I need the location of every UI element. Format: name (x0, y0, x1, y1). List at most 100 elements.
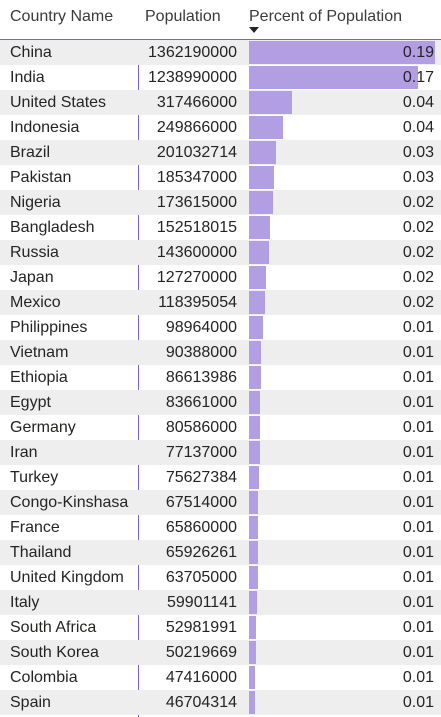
cell-country-name: Colombia (10, 669, 78, 686)
table-row[interactable]: South Korea 50219669 0.01 (0, 640, 441, 665)
percent-data-bar (249, 266, 266, 289)
column-header-percent-of-population[interactable]: Percent of Population (249, 8, 402, 25)
cell-country-name: China (10, 44, 52, 61)
cell-country-name: Egypt (10, 394, 51, 411)
table-row[interactable]: China 1362190000 0.19 (0, 40, 441, 65)
cell-country-name: Nigeria (10, 194, 61, 211)
percent-data-bar (249, 466, 259, 489)
cell-percent-of-population: 0.02 (402, 244, 434, 261)
cell-population: 317466000 (156, 94, 237, 111)
table-row[interactable]: France 65860000 0.01 (0, 515, 441, 540)
table-row[interactable]: Thailand 65926261 0.01 (0, 540, 441, 565)
percent-data-bar (249, 166, 274, 189)
cell-country-name: Pakistan (10, 169, 72, 186)
table-row[interactable]: Colombia 47416000 0.01 (0, 665, 441, 690)
cell-population: 63705000 (165, 569, 237, 586)
cell-percent-of-population: 0.01 (402, 494, 434, 511)
table-row[interactable]: Congo-Kinshasa 67514000 0.01 (0, 490, 441, 515)
cell-country-name: Japan (10, 269, 54, 286)
table-row[interactable]: Japan 127270000 0.02 (0, 265, 441, 290)
percent-data-bar (249, 616, 256, 639)
table-row[interactable]: Bangladesh 152518015 0.02 (0, 215, 441, 240)
cell-country-name: Brazil (10, 144, 51, 161)
sort-descending-icon[interactable] (249, 27, 259, 33)
percent-data-bar (249, 116, 283, 139)
percent-data-bar (249, 366, 261, 389)
cell-percent-of-population: 0.01 (402, 444, 434, 461)
table-row[interactable]: Turkey 75627384 0.01 (0, 465, 441, 490)
cell-population: 1238990000 (148, 69, 237, 86)
cell-percent-of-population: 0.01 (402, 644, 434, 661)
table-row[interactable]: Italy 59901141 0.01 (0, 590, 441, 615)
cell-country-name: South Korea (10, 644, 99, 661)
cell-population: 98964000 (165, 319, 237, 336)
cell-percent-of-population: 0.04 (402, 119, 434, 136)
cell-country-name: Vietnam (10, 344, 69, 361)
column-header-country-name[interactable]: Country Name (10, 8, 114, 25)
cell-percent-of-population: 0.04 (402, 94, 434, 111)
cell-population: 127270000 (156, 269, 237, 286)
cell-percent-of-population: 0.02 (402, 194, 434, 211)
percent-data-bar (249, 441, 260, 464)
percent-data-bar (249, 641, 256, 664)
table-row[interactable]: Ethiopia 86613986 0.01 (0, 365, 441, 390)
table-row[interactable]: Nigeria 173615000 0.02 (0, 190, 441, 215)
cell-population: 75627384 (165, 469, 237, 486)
percent-data-bar (249, 341, 261, 364)
table-row[interactable]: Pakistan 185347000 0.03 (0, 165, 441, 190)
table-row[interactable]: Brazil 201032714 0.03 (0, 140, 441, 165)
cell-population: 47416000 (165, 669, 237, 686)
column-header-population[interactable]: Population (145, 8, 221, 25)
percent-data-bar (249, 41, 435, 64)
cell-country-name: Turkey (10, 469, 59, 486)
cell-population: 46704314 (165, 694, 237, 711)
table-row[interactable]: United States 317466000 0.04 (0, 90, 441, 115)
cell-percent-of-population: 0.01 (402, 419, 434, 436)
percent-data-bar (249, 666, 255, 689)
percent-data-bar (249, 216, 270, 239)
cell-percent-of-population: 0.02 (402, 294, 434, 311)
cell-population: 249866000 (156, 119, 237, 136)
cell-percent-of-population: 0.01 (402, 569, 434, 586)
cell-percent-of-population: 0.17 (402, 69, 434, 86)
percent-data-bar (249, 66, 418, 89)
cell-population: 65860000 (165, 519, 237, 536)
cell-percent-of-population: 0.01 (402, 394, 434, 411)
cell-percent-of-population: 0.03 (402, 169, 434, 186)
cell-country-name: Bangladesh (10, 219, 95, 236)
cell-country-name: South Africa (10, 619, 97, 636)
table-row[interactable]: United Kingdom 63705000 0.01 (0, 565, 441, 590)
table-row[interactable]: Germany 80586000 0.01 (0, 415, 441, 440)
cell-country-name: Indonesia (10, 119, 80, 136)
cell-population: 90388000 (165, 344, 237, 361)
table-row[interactable]: Russia 143600000 0.02 (0, 240, 441, 265)
cell-population: 65926261 (165, 544, 237, 561)
table-row[interactable]: India 1238990000 0.17 (0, 65, 441, 90)
cell-country-name: Congo-Kinshasa (10, 494, 129, 511)
table-row[interactable]: Spain 46704314 0.01 (0, 690, 441, 715)
cell-percent-of-population: 0.01 (402, 319, 434, 336)
cell-country-name: Spain (10, 694, 51, 711)
cell-country-name: Ethiopia (10, 369, 68, 386)
cell-country-name: United States (10, 94, 107, 111)
cell-country-name: Philippines (10, 319, 88, 336)
cell-country-name: Russia (10, 244, 59, 261)
table-row[interactable]: Philippines 98964000 0.01 (0, 315, 441, 340)
cell-percent-of-population: 0.02 (402, 219, 434, 236)
cell-population: 50219669 (165, 644, 237, 661)
percent-data-bar (249, 541, 258, 564)
table-row[interactable]: Indonesia 249866000 0.04 (0, 115, 441, 140)
table-row[interactable]: Vietnam 90388000 0.01 (0, 340, 441, 365)
cell-population: 152518015 (156, 219, 237, 236)
table-row[interactable]: Iran 77137000 0.01 (0, 440, 441, 465)
cell-population: 118395054 (158, 294, 237, 311)
cell-population: 86613986 (165, 369, 237, 386)
cell-percent-of-population: 0.02 (402, 269, 434, 286)
cell-country-name: United Kingdom (10, 569, 124, 586)
table-row[interactable]: Mexico 118395054 0.02 (0, 290, 441, 315)
cell-percent-of-population: 0.01 (402, 669, 434, 686)
column-divider (138, 40, 139, 717)
table-row[interactable]: Egypt 83661000 0.01 (0, 390, 441, 415)
percent-data-bar (249, 241, 269, 264)
table-row[interactable]: South Africa 52981991 0.01 (0, 615, 441, 640)
